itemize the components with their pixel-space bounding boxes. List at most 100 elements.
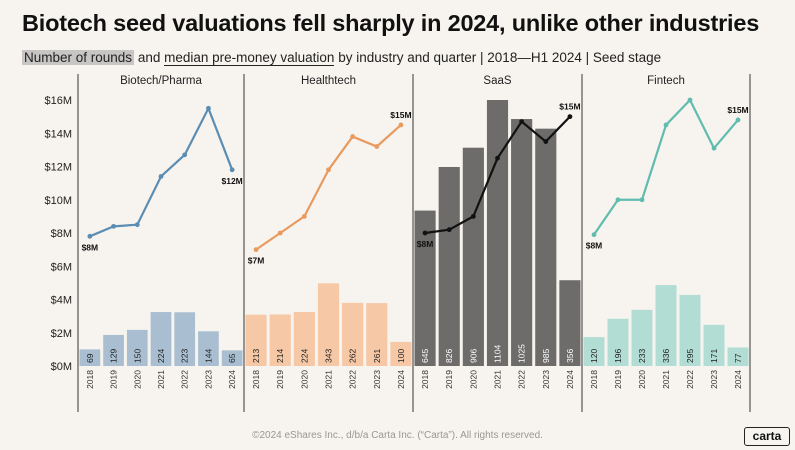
rounds-bar (703, 324, 725, 366)
rounds-bar (535, 128, 557, 366)
valuation-point (398, 122, 404, 128)
rounds-bar (342, 302, 364, 366)
rounds-bar (269, 314, 291, 366)
rounds-count-label: 150 (132, 349, 142, 363)
x-tick-label-year: 2021 (324, 370, 334, 389)
rounds-bar (414, 210, 436, 366)
rounds-bar (486, 100, 509, 366)
x-tick-label-year: 2024 (565, 370, 575, 389)
subtitle-scope: by industry and quarter | 2018—H1 2024 |… (334, 50, 662, 65)
x-tick-label-year: 2020 (299, 370, 309, 389)
panel-header: Biotech/Pharma (120, 75, 202, 87)
y-tick-label: $2M (51, 328, 72, 340)
rounds-bar (559, 280, 581, 366)
valuation-point (374, 144, 380, 149)
x-tick-label-year: 2018 (251, 370, 261, 389)
rounds-bar (150, 312, 172, 366)
valuation-data-label: $8M (586, 241, 603, 251)
valuation-point (182, 152, 188, 158)
valuation-point (639, 197, 645, 203)
panel-saas: $8M $15M 645 826 906 1104 1025 985 356 2018 2019 20… (414, 75, 581, 389)
x-tick-label-year: 2019 (275, 370, 285, 389)
rounds-count-label: 826 (444, 349, 454, 363)
rounds-count-label: 144 (203, 349, 213, 363)
y-tick-label: $8M (51, 228, 72, 240)
valuation-line (593, 98, 739, 236)
rounds-count-label: 129 (109, 349, 119, 363)
chart-title: Biotech seed valuations fell sharply in … (22, 10, 760, 36)
valuation-point (158, 174, 164, 179)
valuation-point (591, 232, 597, 238)
rounds-count-label: 224 (156, 349, 166, 363)
x-tick-label-year: 2021 (661, 370, 671, 389)
x-tick-label-year: 2020 (637, 370, 647, 389)
rounds-count-label: 295 (685, 349, 695, 363)
rounds-count-label: 77 (733, 353, 743, 363)
rounds-bar (679, 294, 701, 366)
x-tick-label-year: 2021 (493, 370, 503, 389)
rounds-count-label: 1104 (493, 344, 503, 363)
x-tick-label-year: 2018 (420, 370, 430, 389)
rounds-bar (293, 312, 315, 366)
rounds-count-label: 69 (85, 353, 95, 363)
panel-fintech: $8M $15M 120 196 233 336 295 171 77 2018 2019 2020 2… (583, 75, 749, 389)
x-tick-label-year: 2022 (517, 370, 527, 389)
rounds-bar (727, 347, 749, 366)
rounds-bar (221, 350, 243, 366)
rounds-count-label: 356 (565, 349, 575, 363)
seed-valuation-chart: $0M $2M $4M $6M $8M $10M $12M $14M $16M $8M $12M 69… (44, 74, 751, 412)
y-tick-label: $10M (44, 195, 72, 207)
subtitle-valuation-legend: median pre-money valuation (164, 50, 335, 66)
valuation-data-label: $15M (390, 110, 411, 120)
x-tick-label-year: 2020 (468, 370, 478, 389)
x-tick-label-year: 2024 (227, 370, 237, 389)
valuation-point (111, 223, 116, 229)
x-tick-label-year: 2018 (85, 370, 95, 389)
rounds-bar (366, 303, 388, 366)
rounds-bar (390, 341, 412, 366)
x-tick-label-year: 2018 (589, 370, 599, 389)
valuation-point (519, 119, 525, 125)
rounds-count-label: 196 (613, 349, 623, 363)
valuation-point (422, 230, 428, 236)
rounds-bar (655, 285, 677, 366)
x-tick-label-year: 2022 (685, 370, 695, 389)
valuation-point (615, 197, 621, 203)
x-tick-label-year: 2023 (203, 370, 213, 389)
rounds-count-label: 262 (348, 349, 358, 363)
x-tick-label-year: 2022 (348, 370, 358, 389)
valuation-data-label: $15M (559, 102, 580, 112)
y-tick-label: $6M (51, 261, 72, 273)
rounds-count-label: 120 (589, 349, 599, 363)
valuation-point (470, 213, 476, 219)
panel-header: Healthtech (301, 75, 356, 87)
valuation-point (87, 233, 93, 239)
valuation-data-label: $8M (417, 239, 434, 249)
rounds-bar (583, 337, 605, 366)
panel-header: Fintech (647, 75, 685, 87)
rounds-count-label: 261 (372, 349, 382, 363)
rounds-bar (198, 331, 219, 366)
copyright-footer: ©2024 eShares Inc., d/b/a Carta Inc. (“C… (252, 430, 543, 441)
carta-logo: carta (744, 427, 790, 446)
rounds-count-label: 645 (420, 349, 430, 363)
rounds-count-label: 171 (709, 349, 719, 363)
rounds-count-label: 906 (468, 349, 478, 363)
rounds-count-label: 343 (324, 349, 334, 363)
x-tick-label-year: 2020 (132, 370, 142, 389)
y-tick-label: $16M (44, 95, 72, 107)
rounds-bar (631, 309, 653, 366)
x-tick-label-year: 2023 (709, 370, 719, 389)
valuation-point (350, 134, 356, 139)
y-tick-label: $14M (44, 128, 72, 140)
rounds-count-label: 336 (661, 349, 671, 363)
valuation-point (277, 230, 283, 236)
panel-biotech-pharma: $8M $12M 69 129 150 224 223 144 65 2018 2019 2020 20… (79, 75, 243, 389)
rounds-bar (511, 119, 533, 366)
valuation-point (567, 114, 573, 120)
x-tick-label-year: 2023 (541, 370, 551, 389)
x-tick-label-year: 2023 (372, 370, 382, 389)
valuation-point (301, 213, 307, 219)
valuation-point (543, 139, 549, 144)
rounds-bar (174, 312, 196, 366)
